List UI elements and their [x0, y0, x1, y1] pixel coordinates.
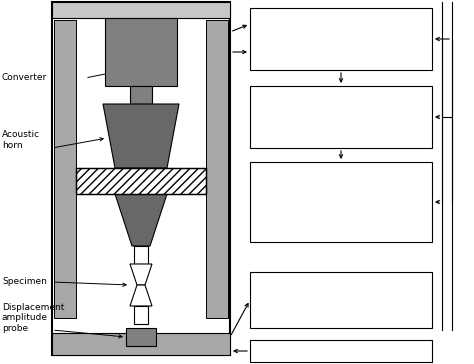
Text: Mean load pressure: Mean load pressure	[258, 347, 347, 356]
Bar	[54, 20, 76, 318]
Text: Data recording: Data recording	[258, 40, 326, 48]
Bar	[134, 246, 148, 264]
Bar	[52, 333, 230, 355]
Text: Amplitude controls: Amplitude controls	[258, 119, 344, 128]
Text: strain conditioner: strain conditioner	[258, 304, 338, 313]
Polygon shape	[115, 194, 167, 246]
Bar	[52, 2, 230, 18]
Bar	[52, 2, 230, 355]
Bar	[76, 168, 206, 194]
Text: Electronic controls: Electronic controls	[258, 21, 342, 31]
Text: Displacement
amplitude
probe: Displacement amplitude probe	[2, 303, 64, 333]
Bar	[130, 86, 152, 104]
Polygon shape	[103, 104, 179, 168]
Text: Acoustic
horn: Acoustic horn	[2, 130, 40, 150]
Bar	[250, 162, 432, 242]
Polygon shape	[130, 285, 152, 306]
Bar	[105, 18, 177, 86]
Bar	[250, 272, 432, 328]
Text: Cycle counter: Cycle counter	[258, 195, 320, 205]
Text: Converter: Converter	[2, 74, 47, 83]
Bar	[76, 168, 206, 194]
Text: Displacement or: Displacement or	[258, 285, 332, 294]
Bar	[134, 306, 148, 324]
Text: Input voltage control: Input voltage control	[258, 215, 353, 225]
Text: Specimen: Specimen	[2, 277, 47, 286]
Text: Frequency meter: Frequency meter	[258, 175, 335, 185]
Polygon shape	[130, 264, 152, 285]
Bar	[250, 8, 432, 70]
Bar	[250, 86, 432, 148]
Bar	[206, 20, 228, 318]
Bar	[250, 340, 432, 362]
Bar	[126, 328, 156, 346]
Text: Power supply: Power supply	[258, 99, 318, 108]
